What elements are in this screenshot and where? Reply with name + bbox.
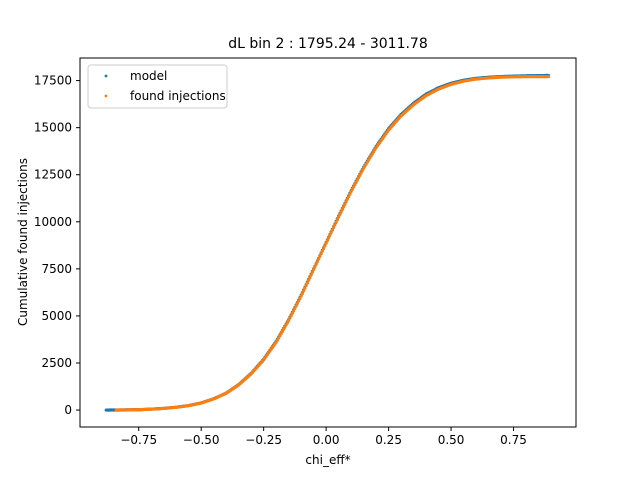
data-point-found-injections xyxy=(328,233,332,237)
data-point-found-injections xyxy=(320,249,324,253)
data-point-found-injections xyxy=(330,228,334,232)
legend-box xyxy=(87,64,228,109)
data-point-found-injections xyxy=(324,241,328,245)
data-point-found-injections xyxy=(348,192,352,196)
legend-marker-model xyxy=(104,74,108,78)
data-point-found-injections xyxy=(297,299,301,303)
x-axis-label: chi_eff* xyxy=(305,453,350,467)
data-point-found-injections xyxy=(335,218,339,222)
x-tick-label: −0.75 xyxy=(120,433,157,447)
series-found-injections xyxy=(114,74,551,412)
data-point-found-injections xyxy=(314,262,318,266)
x-tick-label: 0.75 xyxy=(500,433,527,447)
y-tick-label: 15000 xyxy=(34,121,72,135)
data-point-found-injections xyxy=(308,275,312,280)
x-tick-label: 0.25 xyxy=(375,433,402,447)
y-axis-ticks: 0 2500 5000 7500 10000 12500 15000 17500 xyxy=(34,74,80,417)
data-point-found-injections xyxy=(344,200,348,204)
data-point-found-injections xyxy=(290,311,294,315)
y-tick-label: 5000 xyxy=(41,309,72,323)
data-point-found-injections xyxy=(360,169,364,173)
data-point-found-injections xyxy=(304,283,308,288)
data-point-found-injections xyxy=(293,306,297,310)
data-point-found-injections xyxy=(319,252,323,256)
data-point-found-injections xyxy=(339,210,343,214)
data-point-found-injections xyxy=(289,314,293,318)
y-tick-label: 12500 xyxy=(34,168,72,182)
data-point-found-injections xyxy=(315,260,319,264)
x-tick-label: 0.50 xyxy=(438,433,465,447)
data-point-found-injections xyxy=(318,254,322,259)
x-axis-ticks: −0.75 −0.50 −0.25 0.00 0.25 0.50 0.75 xyxy=(120,427,527,447)
data-point-found-injections xyxy=(337,215,341,219)
data-point-found-injections xyxy=(347,195,351,199)
data-point-found-injections xyxy=(352,185,356,189)
data-point-found-injections xyxy=(310,270,314,274)
data-point-found-injections xyxy=(287,319,291,323)
data-point-found-injections xyxy=(327,236,331,240)
y-tick-label: 7500 xyxy=(41,262,72,276)
data-point-found-injections xyxy=(307,278,311,282)
y-tick-label: 2500 xyxy=(41,356,72,370)
legend-label-found-injections: found injections xyxy=(130,89,226,103)
chart-title: dL bin 2 : 1795.24 - 3011.78 xyxy=(228,36,428,52)
y-tick-label: 17500 xyxy=(34,74,72,88)
data-point-found-injections xyxy=(303,286,307,290)
data-point-found-injections xyxy=(298,297,302,301)
data-point-found-injections xyxy=(323,244,327,248)
data-point-found-injections xyxy=(313,265,317,269)
data-point-found-injections xyxy=(340,207,344,212)
data-point-found-injections xyxy=(288,316,292,320)
y-tick-label: 0 xyxy=(64,403,72,417)
y-axis-label: Cumulative found injections xyxy=(16,158,30,326)
data-point-found-injections xyxy=(546,74,551,79)
series-layer xyxy=(104,73,551,412)
data-point-found-injections xyxy=(294,304,298,308)
data-point-found-injections xyxy=(329,231,333,235)
data-point-found-injections xyxy=(295,301,299,306)
data-point-found-injections xyxy=(333,223,337,227)
data-point-found-injections xyxy=(332,225,336,230)
x-tick-label: 0.00 xyxy=(313,433,340,447)
legend: model found injections xyxy=(87,64,228,109)
data-point-found-injections xyxy=(342,205,346,209)
data-point-found-injections xyxy=(317,257,321,261)
data-point-found-injections xyxy=(325,239,329,243)
data-point-found-injections xyxy=(358,173,362,177)
data-point-found-injections xyxy=(312,268,316,272)
data-point-found-injections xyxy=(299,294,303,298)
data-point-found-injections xyxy=(300,291,304,296)
legend-marker-found-injections xyxy=(104,94,108,98)
data-point-found-injections xyxy=(355,178,359,182)
data-point-found-injections xyxy=(305,281,309,285)
data-point-found-injections xyxy=(322,246,326,251)
x-tick-label: −0.50 xyxy=(183,433,220,447)
legend-label-model: model xyxy=(130,69,167,83)
data-point-found-injections xyxy=(345,197,349,201)
data-point-found-injections xyxy=(343,202,347,206)
x-tick-label: −0.25 xyxy=(245,433,282,447)
y-tick-label: 10000 xyxy=(34,215,72,229)
data-point-found-injections xyxy=(349,190,353,194)
plot-frame xyxy=(79,57,577,428)
data-point-found-injections xyxy=(292,309,296,313)
data-point-found-injections xyxy=(338,212,342,217)
data-point-found-injections xyxy=(334,220,338,224)
data-point-found-injections xyxy=(302,289,306,293)
data-point-found-injections xyxy=(309,273,313,277)
